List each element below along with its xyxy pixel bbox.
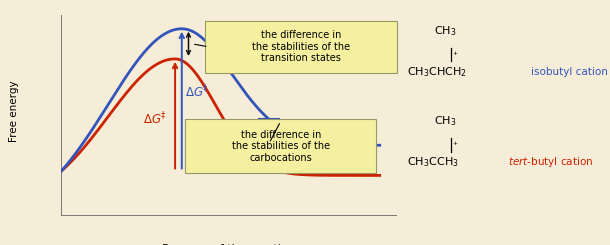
Text: $\Delta G^{\ddagger}$: $\Delta G^{\ddagger}$ <box>143 111 167 127</box>
Text: $^+$: $^+$ <box>451 140 459 149</box>
FancyBboxPatch shape <box>185 119 376 173</box>
Text: CH$_3$CHCH$_2$: CH$_3$CHCH$_2$ <box>407 65 467 79</box>
Text: CH$_3$CCH$_3$: CH$_3$CCH$_3$ <box>407 155 459 169</box>
Text: Free energy: Free energy <box>9 80 19 142</box>
Text: $\Delta G^{\ddagger}$: $\Delta G^{\ddagger}$ <box>185 84 209 100</box>
FancyBboxPatch shape <box>205 21 396 73</box>
Text: isobutyl cation: isobutyl cation <box>531 67 608 77</box>
Text: $^+$: $^+$ <box>451 50 459 59</box>
Text: CH$_3$: CH$_3$ <box>434 24 456 38</box>
Text: Progress of the reaction: Progress of the reaction <box>162 244 295 245</box>
Text: $\mathit{tert}$-butyl cation: $\mathit{tert}$-butyl cation <box>509 155 594 169</box>
Text: CH$_3$: CH$_3$ <box>434 115 456 128</box>
Text: the difference in
the stabilities of the
transition states: the difference in the stabilities of the… <box>252 30 350 63</box>
Text: the difference in
the stabilities of the
carbocations: the difference in the stabilities of the… <box>232 130 330 163</box>
